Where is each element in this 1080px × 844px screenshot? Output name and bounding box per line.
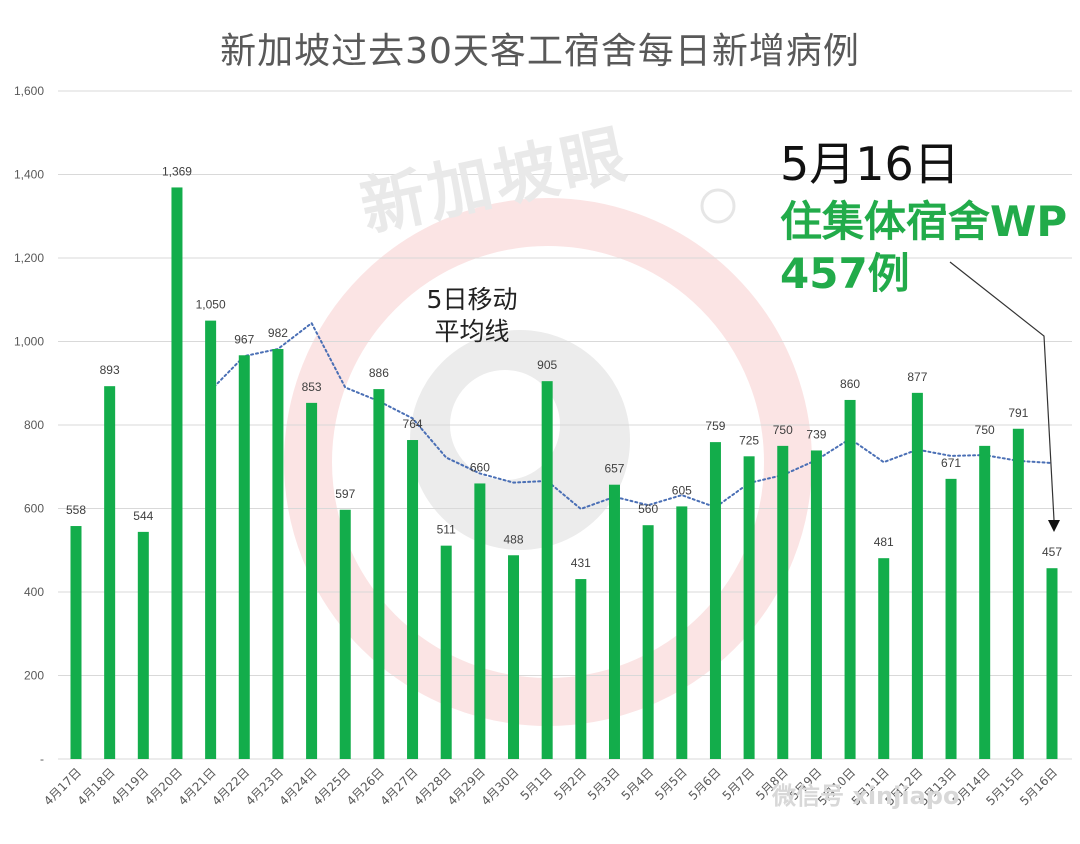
x-tick-label: 4月30日	[479, 765, 522, 808]
y-tick-label: -	[40, 752, 44, 766]
x-tick-label: 5月2日	[551, 765, 589, 803]
data-label: 886	[369, 366, 389, 380]
annotation-line2: 457例	[780, 249, 910, 298]
bar	[844, 399, 856, 759]
bar	[508, 555, 520, 759]
bar	[608, 484, 620, 759]
data-label: 791	[1008, 406, 1028, 420]
wechat-watermark: 微信号 xinjiapo	[772, 782, 960, 810]
chart-title: 新加坡过去30天客工宿舍每日新增病例	[220, 31, 860, 72]
bar	[70, 526, 82, 759]
bar	[911, 392, 923, 759]
data-label: 488	[504, 532, 524, 546]
moving-average-label-line1: 5日移动	[426, 285, 518, 314]
y-tick-label: 600	[24, 502, 44, 516]
y-tick-label: 400	[24, 585, 44, 599]
bar	[440, 545, 452, 759]
y-tick-label: 800	[24, 418, 44, 432]
bar	[373, 389, 385, 759]
data-label: 1,050	[196, 298, 226, 312]
data-label: 750	[975, 423, 995, 437]
bar	[878, 558, 890, 759]
y-tick-label: 200	[24, 669, 44, 683]
bar	[810, 450, 822, 759]
bar	[979, 445, 991, 759]
bar	[541, 381, 553, 759]
bar	[407, 440, 419, 759]
moving-average-line	[209, 321, 1053, 511]
bar	[474, 483, 486, 759]
bar	[137, 531, 149, 759]
data-label: 877	[907, 370, 927, 384]
y-tick-label: 1,200	[14, 251, 44, 265]
data-label: 853	[302, 380, 322, 394]
data-label: 605	[672, 483, 692, 497]
data-label: 457	[1042, 545, 1062, 559]
bar	[1012, 428, 1024, 759]
x-tick-label: 5月4日	[619, 765, 657, 803]
y-tick-label: 1,400	[14, 168, 44, 182]
data-label: 660	[470, 460, 490, 474]
bar	[1046, 568, 1058, 759]
bar	[339, 509, 351, 759]
annotation-date: 5月16日	[780, 137, 960, 191]
data-label: 597	[335, 487, 355, 501]
bar	[205, 320, 217, 759]
data-label: 860	[840, 377, 860, 391]
data-label: 511	[437, 523, 456, 537]
bar	[709, 442, 721, 759]
x-tick-label: 5月5日	[652, 765, 690, 803]
data-label: 893	[100, 363, 120, 377]
x-tick-label: 5月16日	[1017, 765, 1060, 808]
data-label: 558	[66, 503, 86, 517]
y-tick-label: 1,000	[14, 335, 44, 349]
data-label: 750	[773, 423, 793, 437]
x-tick-label: 5月6日	[686, 765, 724, 803]
x-tick-label: 5月3日	[585, 765, 623, 803]
data-label: 481	[874, 535, 894, 549]
bar	[743, 456, 755, 759]
data-label: 759	[705, 419, 725, 433]
moving-average-label-line2: 平均线	[434, 317, 510, 346]
bar	[104, 386, 116, 759]
bar	[945, 478, 957, 759]
bar	[171, 187, 183, 759]
data-label: 544	[133, 509, 153, 523]
bar	[238, 355, 250, 759]
data-label: 560	[638, 502, 658, 516]
annotation-arrow	[949, 261, 1055, 521]
bar	[306, 402, 318, 759]
data-label: 431	[571, 556, 591, 570]
data-label: 967	[234, 332, 254, 346]
registered-icon	[700, 188, 736, 224]
bar	[676, 506, 688, 759]
data-label: 905	[537, 358, 557, 372]
bar	[575, 579, 587, 759]
x-tick-label: 5月1日	[518, 765, 556, 803]
data-label: 764	[403, 417, 423, 431]
data-label: 982	[268, 326, 288, 340]
bar	[777, 445, 789, 759]
y-tick-label: 1,600	[14, 84, 44, 98]
data-label: 725	[739, 433, 759, 447]
data-label: 739	[806, 427, 826, 441]
data-label: 657	[604, 462, 624, 476]
arrow-head-icon	[1048, 520, 1060, 532]
x-tick-label: 5月7日	[720, 765, 758, 803]
data-label: 671	[941, 456, 961, 470]
bar	[642, 525, 654, 759]
data-label: 1,369	[162, 164, 192, 178]
annotation-line1: 住集体宿舍WP	[780, 197, 1068, 246]
bar	[272, 349, 284, 759]
